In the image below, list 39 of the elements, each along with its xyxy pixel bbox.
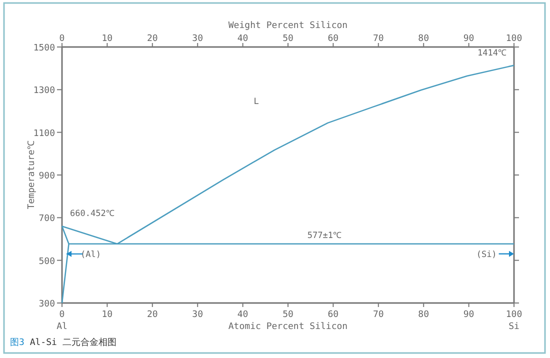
y-axis-title: Temperature℃ [27, 140, 37, 210]
x-tick-label: 10 [102, 310, 113, 320]
y-tick-label: 1300 [33, 86, 55, 96]
y-tick-label: 900 [38, 172, 55, 182]
x-tick-label: 80 [418, 310, 430, 320]
caption: 图3 Al-Si 二元合金相图 [10, 337, 116, 348]
x-axis-title: Atomic Percent Silicon [228, 322, 348, 332]
x2-tick-label: 0 [59, 34, 65, 44]
x-tick-label: 20 [146, 310, 158, 320]
y-tick-label: 300 [38, 300, 55, 310]
y-tick-label: 1500 [33, 44, 55, 54]
x2-tick-label: 30 [192, 34, 204, 44]
x-tick-label: 50 [282, 310, 294, 320]
x-tick-label: 60 [328, 310, 339, 320]
x2-tick-label: 60 [328, 34, 339, 44]
x2-tick-label: 50 [282, 34, 294, 44]
x2-tick-label: 40 [237, 34, 248, 44]
annotation: L [254, 96, 259, 107]
x-tick-label: 0 Al [56, 310, 68, 332]
x2-tick-label: 10 [102, 34, 113, 44]
x2-tick-label: 20 [146, 34, 158, 44]
x2-tick-label: 80 [418, 34, 430, 44]
x-tick-label: 30 [192, 310, 204, 320]
annotation: (Al) [80, 250, 102, 260]
x2-tick-label: 90 [463, 34, 474, 44]
x2-tick-label: 70 [372, 34, 384, 44]
y-tick-label: 700 [38, 214, 55, 224]
x-tick-label: 90 [463, 310, 474, 320]
annotation: 660.452℃ [70, 209, 115, 220]
x-tick-label: 70 [372, 310, 384, 320]
y-tick-label: 500 [38, 256, 55, 267]
annotation: 577±1℃ [307, 230, 342, 241]
x-tick-label: 100 Si [506, 310, 522, 332]
x2-tick-label: 100 [506, 34, 522, 44]
x-tick-label: 40 [237, 310, 248, 320]
x2-axis-title: Weight Percent Silicon [228, 21, 348, 31]
annotation: 1414℃ [478, 48, 507, 58]
annotation: (Si) [476, 250, 497, 260]
y-tick-label: 1100 [33, 128, 55, 139]
